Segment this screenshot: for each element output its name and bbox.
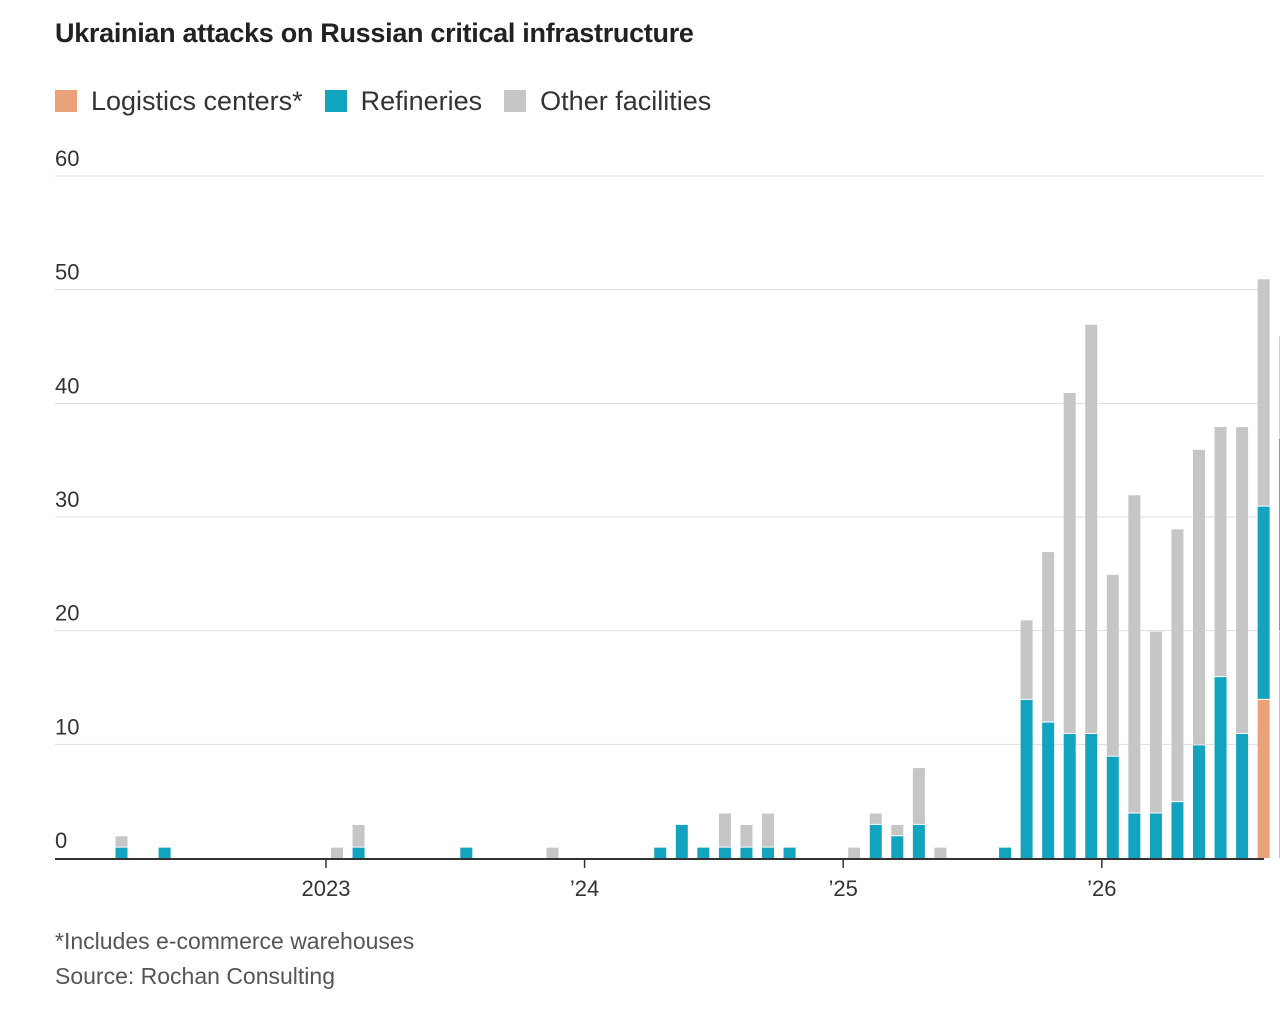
- bar-refineries-2025-12: [1085, 733, 1098, 858]
- chart-legend: Logistics centers* Refineries Other faci…: [55, 84, 733, 118]
- bar-otherfacilities-2026-01: [1106, 574, 1119, 756]
- bar-refineries-2025-10: [1042, 722, 1055, 858]
- bar-otherfacilities-2025-09: [1020, 620, 1033, 699]
- bar-refineries-2026-01: [1106, 756, 1119, 858]
- bar-otherfacilities-2026-05: [1193, 449, 1205, 745]
- bar-refineries-2026-05: [1193, 745, 1205, 858]
- y-tick-label-20: 20: [55, 601, 79, 626]
- legend-label-other: Other facilities: [540, 85, 712, 116]
- bar-otherfacilities-2023-02: [352, 824, 365, 847]
- bar-otherfacilities-2026-06: [1214, 427, 1227, 677]
- x-tick-label-2024-01: ’24: [570, 876, 599, 901]
- bar-refineries-2024-05: [675, 824, 688, 858]
- stacked-bar-chart: 0 10 20 30 40 50 60 2023 ’24 ’25 ’26: [55, 146, 1280, 901]
- y-tick-label-60: 60: [55, 146, 79, 171]
- bar-refineries-2026-03: [1149, 813, 1162, 858]
- bar-refineries-2024-07: [718, 847, 731, 858]
- bar-otherfacilities-2025-04: [912, 768, 925, 824]
- bar-logisticscenters-2026-08: [1257, 699, 1270, 858]
- x-tick-label-2026-01: ’26: [1087, 876, 1116, 901]
- chart-source: Source: Rochan Consulting: [55, 963, 335, 989]
- bar-otherfacilities-2024-07: [718, 813, 731, 847]
- x-tick-label-2023-01: 2023: [302, 876, 351, 901]
- legend-label-refineries: Refineries: [360, 85, 483, 116]
- bar-otherfacilities-2025-12: [1085, 324, 1098, 733]
- bar-otherfacilities-2026-02: [1128, 495, 1141, 813]
- bar-otherfacilities-2025-05: [934, 847, 947, 858]
- bar-refineries-2025-11: [1063, 733, 1076, 858]
- bar-refineries-2025-08: [999, 847, 1012, 858]
- bar-refineries-2024-09: [762, 847, 774, 858]
- y-tick-label-30: 30: [55, 487, 79, 512]
- bar-refineries-2025-03: [891, 836, 904, 858]
- bar-refineries-2025-09: [1020, 699, 1033, 858]
- bar-refineries-2026-08: [1257, 506, 1270, 699]
- bar-otherfacilities-2023-01: [331, 847, 343, 858]
- bar-refineries-2026-04: [1171, 802, 1184, 858]
- bar-otherfacilities-2025-02: [869, 813, 882, 824]
- bar-refineries-2022-05: [158, 847, 171, 858]
- bar-otherfacilities-2024-08: [740, 824, 753, 847]
- legend-swatch-other: [504, 90, 527, 112]
- bar-otherfacilities-2026-07: [1236, 427, 1249, 733]
- legend-item-other: Other facilities: [504, 86, 711, 117]
- bar-refineries-2025-04: [912, 824, 925, 858]
- bar-otherfacilities-2025-03: [891, 824, 904, 836]
- bar-refineries-2023-02: [352, 847, 365, 858]
- bar-refineries-2024-06: [697, 847, 710, 858]
- bar-otherfacilities-2022-03: [115, 836, 128, 847]
- bar-otherfacilities-2026-03: [1149, 631, 1162, 813]
- bar-otherfacilities-2025-11: [1063, 392, 1076, 733]
- bar-refineries-2025-02: [869, 824, 882, 858]
- bar-otherfacilities-2025-01: [848, 847, 861, 858]
- bar-otherfacilities-2026-08: [1257, 279, 1270, 506]
- bar-otherfacilities-2025-10: [1042, 552, 1055, 722]
- bar-refineries-2024-08: [740, 847, 753, 858]
- legend-label-logistics: Logistics centers*: [91, 85, 303, 116]
- y-tick-label-0: 0: [55, 828, 67, 853]
- bar-refineries-2023-07: [460, 847, 473, 858]
- bar-refineries-2026-06: [1214, 677, 1227, 858]
- chart-title: Ukrainian attacks on Russian critical in…: [55, 18, 694, 48]
- legend-item-refineries: Refineries: [324, 85, 483, 117]
- chart-footnote: *Includes e-commerce warehouses: [55, 928, 415, 954]
- y-tick-label-50: 50: [55, 260, 79, 285]
- bar-otherfacilities-2024-09: [762, 813, 774, 847]
- legend-swatch-refineries: [324, 90, 347, 112]
- bar-refineries-2026-07: [1236, 733, 1249, 858]
- bar-refineries-2024-04: [654, 847, 667, 858]
- legend-item-logistics: Logistics centers*: [55, 86, 303, 117]
- bar-otherfacilities-2026-04: [1171, 529, 1184, 802]
- legend-swatch-logistics: [55, 90, 77, 112]
- bar-refineries-2022-03: [115, 847, 128, 858]
- bar-refineries-2024-10: [783, 847, 796, 858]
- y-tick-label-40: 40: [55, 373, 79, 398]
- x-tick-label-2025-01: ’25: [829, 876, 858, 901]
- bar-otherfacilities-2023-11: [546, 847, 559, 858]
- bar-refineries-2026-02: [1128, 813, 1141, 858]
- y-tick-label-10: 10: [55, 714, 79, 739]
